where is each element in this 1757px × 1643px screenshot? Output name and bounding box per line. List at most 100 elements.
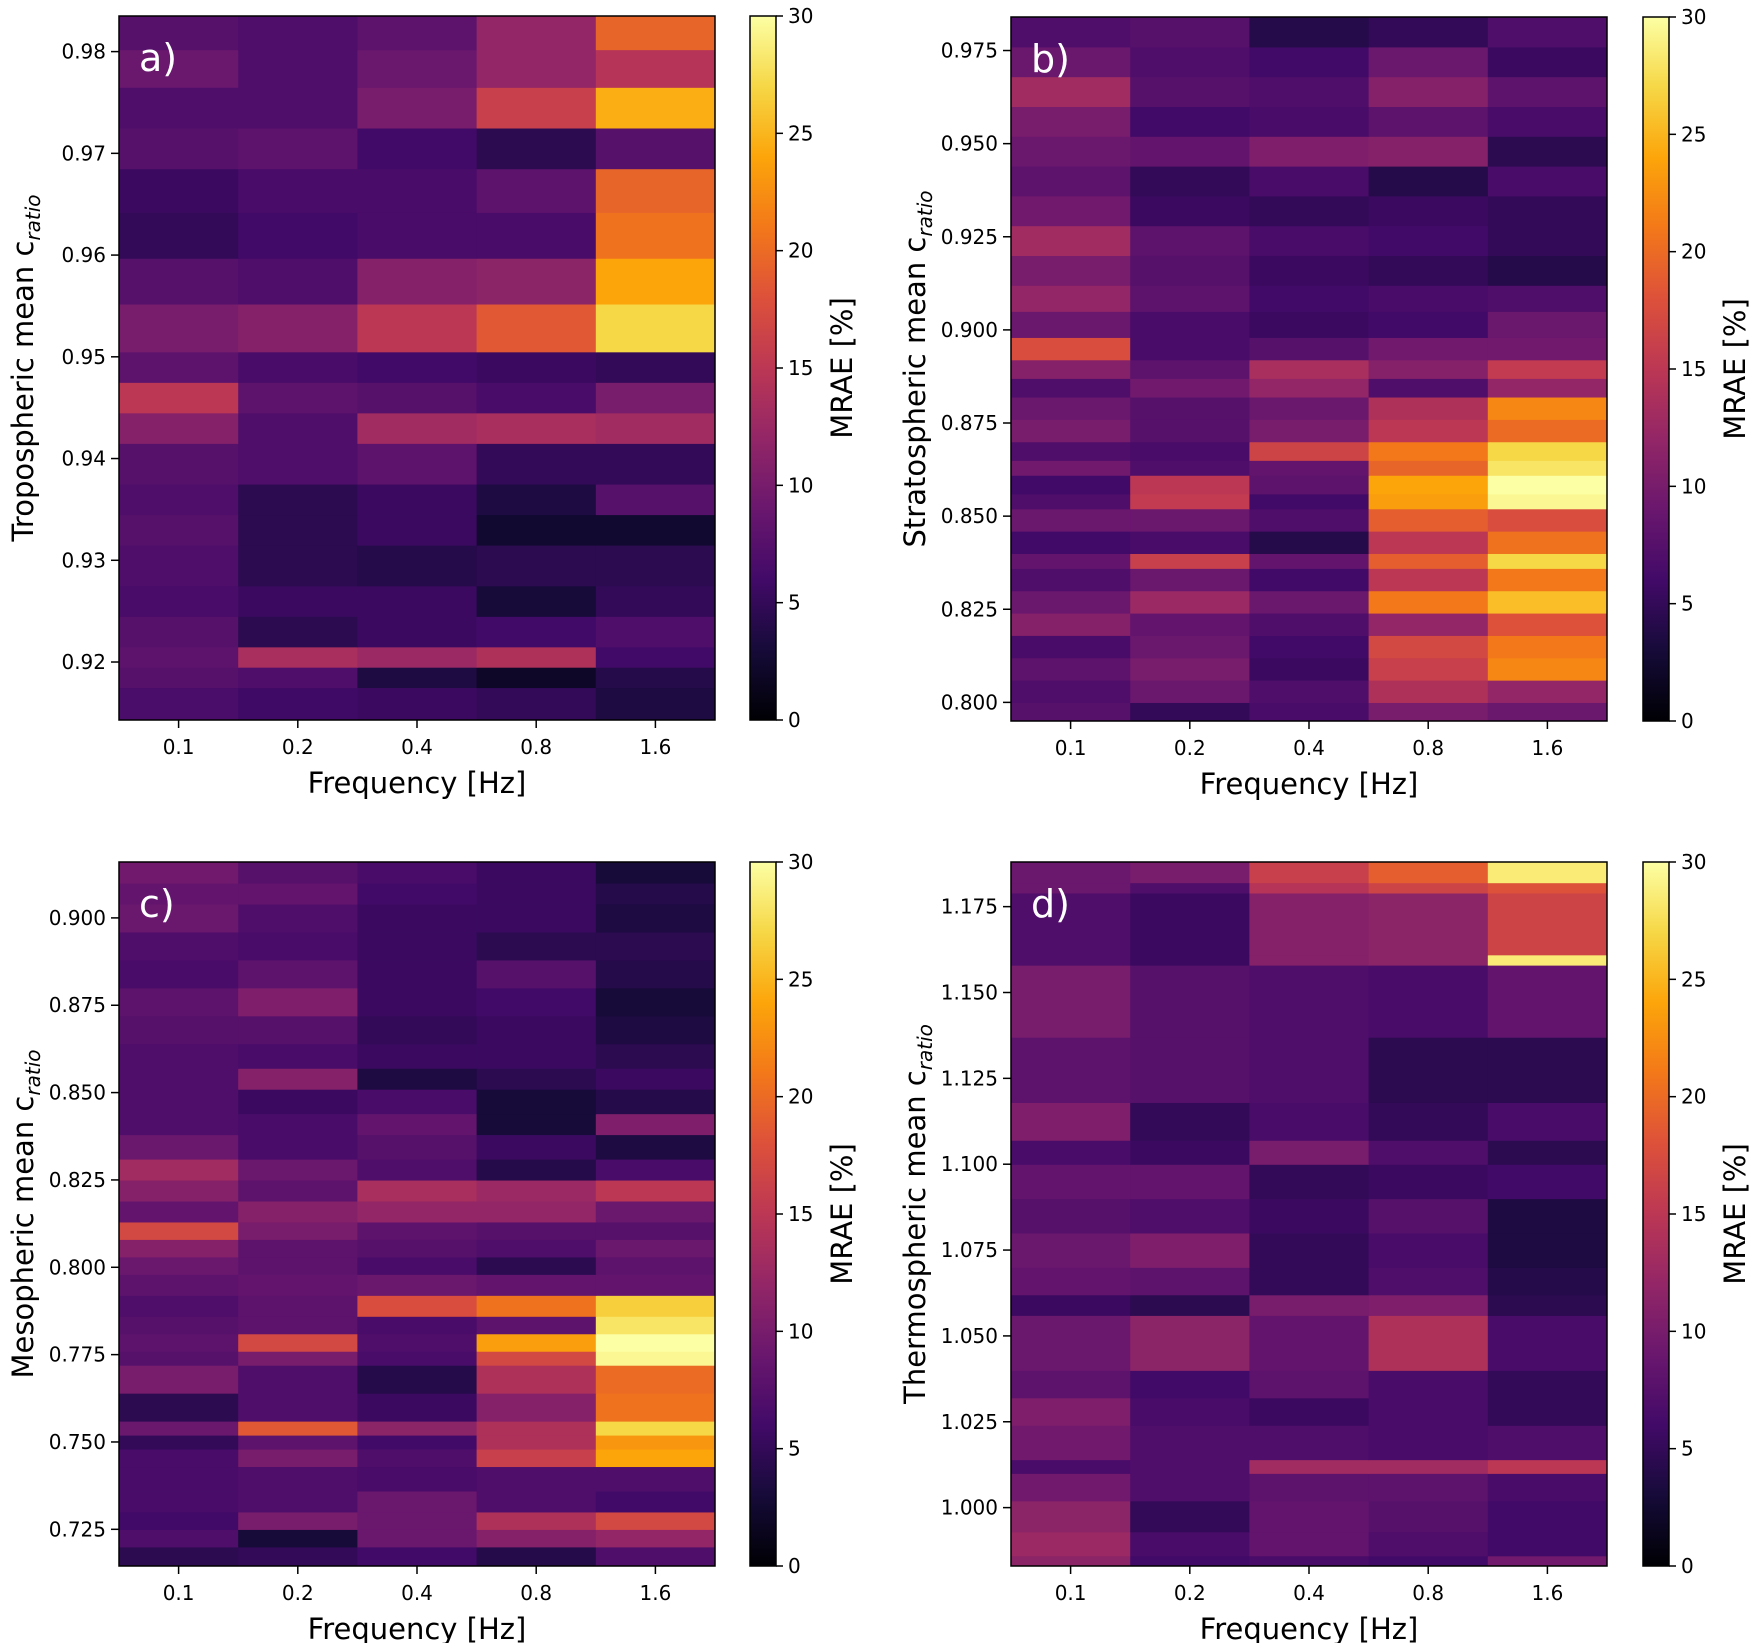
heatmap-cell <box>476 1043 597 1069</box>
y-tick-label: 1.075 <box>941 1238 998 1262</box>
heatmap-cell <box>1368 702 1489 721</box>
heatmap-cell <box>1011 419 1131 443</box>
heatmap-cell <box>476 1393 597 1422</box>
heatmap-cell <box>119 412 239 444</box>
heatmap-cell <box>1487 553 1607 569</box>
heatmap-cell <box>476 1421 597 1436</box>
heatmap-cell <box>119 1421 239 1436</box>
heatmap-cell <box>1249 657 1370 681</box>
colorbar-label: MRAE [%] <box>1718 298 1752 440</box>
heatmap-cell <box>119 1068 239 1090</box>
heatmap-cell <box>476 351 597 383</box>
heatmap-cell <box>1249 419 1370 443</box>
heatmap-cell <box>1130 1425 1250 1461</box>
heatmap-cell <box>1130 475 1250 495</box>
heatmap-cell <box>1368 419 1489 443</box>
heatmap-cell <box>238 1511 358 1530</box>
heatmap-cell <box>476 49 597 88</box>
heatmap-cell <box>119 168 239 213</box>
heatmap-cell <box>1368 553 1489 569</box>
heatmap-cell <box>238 987 358 1017</box>
heatmap-cell <box>1011 493 1131 510</box>
heatmap-cell <box>476 382 597 414</box>
heatmap-cell <box>476 687 597 720</box>
heatmap-cell <box>1249 378 1370 398</box>
heatmap-cell <box>357 931 478 961</box>
heatmap-cell <box>1487 1140 1607 1165</box>
heatmap-cell <box>119 303 239 353</box>
heatmap-cell <box>476 1015 597 1045</box>
heatmap-cell <box>595 127 715 170</box>
heatmap-cell <box>1368 1459 1489 1474</box>
heatmap-cell <box>476 1365 597 1394</box>
heatmap-cell <box>238 1113 358 1136</box>
heatmap-cell <box>595 1274 715 1296</box>
heatmap-cell <box>595 882 715 905</box>
heatmap-cell <box>238 1089 358 1115</box>
heatmap-cell <box>595 351 715 383</box>
heatmap-cell <box>238 514 358 546</box>
heatmap-cell <box>595 16 715 51</box>
heatmap-cell <box>119 931 239 961</box>
heatmap-cell <box>1487 1531 1607 1557</box>
heatmap-cell <box>1487 1500 1607 1533</box>
heatmap-cell <box>476 931 597 961</box>
x-tick-label: 0.2 <box>1174 1581 1206 1605</box>
y-tick-label: 0.900 <box>941 318 998 342</box>
heatmap-cell <box>1368 225 1489 256</box>
heatmap-cell <box>1011 378 1131 398</box>
y-tick-label: 0.850 <box>49 1081 106 1105</box>
colorbar <box>1643 862 1669 1566</box>
heatmap-cell <box>238 667 358 689</box>
heatmap-cell <box>1249 1294 1370 1316</box>
heatmap-cell <box>357 212 478 259</box>
x-axis-label: Frequency [Hz] <box>308 766 527 800</box>
heatmap-cell <box>238 1043 358 1069</box>
heatmap-cell <box>1487 882 1607 894</box>
heatmap-cell <box>1130 255 1250 286</box>
heatmap-cell <box>119 483 239 516</box>
colorbar-tick-label: 15 <box>788 1202 813 1226</box>
heatmap-cell <box>1487 1198 1607 1234</box>
heatmap-cell <box>1249 1425 1370 1461</box>
heatmap-cell <box>1130 612 1250 636</box>
heatmap-cell <box>119 1043 239 1069</box>
heatmap-cell <box>595 483 715 516</box>
colorbar-tick-label: 5 <box>788 1437 801 1461</box>
heatmap-cell <box>1487 531 1607 554</box>
x-tick-label: 0.2 <box>1174 736 1206 760</box>
heatmap-cell <box>1487 76 1607 107</box>
heatmap-cell <box>595 1221 715 1240</box>
heatmap-cell <box>119 667 239 689</box>
colorbar-tick-label: 10 <box>788 473 813 497</box>
colorbar-label: MRAE [%] <box>825 297 859 439</box>
heatmap-cell <box>1368 311 1489 338</box>
heatmap-cell <box>119 1529 239 1548</box>
heatmap-cell <box>119 49 239 88</box>
heatmap-cell <box>1011 892 1131 956</box>
heatmap-cell <box>1011 136 1131 167</box>
heatmap-cell <box>1011 396 1131 420</box>
heatmap-cell <box>1487 590 1607 614</box>
heatmap-cell <box>1249 553 1370 569</box>
heatmap-cell <box>1011 460 1131 476</box>
heatmap-cell <box>1487 195 1607 227</box>
heatmap-cell <box>595 585 715 617</box>
heatmap-cell <box>595 1351 715 1366</box>
colorbar-tick-label: 20 <box>1681 240 1706 264</box>
heatmap-cell <box>119 646 239 668</box>
heatmap-cell <box>1011 1198 1131 1234</box>
heatmap-cell <box>357 1351 478 1366</box>
x-tick-label: 0.4 <box>401 1581 433 1605</box>
colorbar-tick-label: 0 <box>1681 709 1694 733</box>
heatmap-cell <box>1130 531 1250 554</box>
heatmap-cell <box>238 212 358 259</box>
heatmap-cell <box>1368 657 1489 681</box>
heatmap-cell <box>357 16 478 51</box>
heatmap-cell <box>1487 1555 1607 1566</box>
x-tick-label: 1.6 <box>639 735 671 759</box>
heatmap-cell <box>1130 1531 1250 1557</box>
heatmap-cell <box>1011 531 1131 554</box>
heatmap-cell <box>238 616 358 648</box>
heatmap-cell <box>357 1179 478 1202</box>
